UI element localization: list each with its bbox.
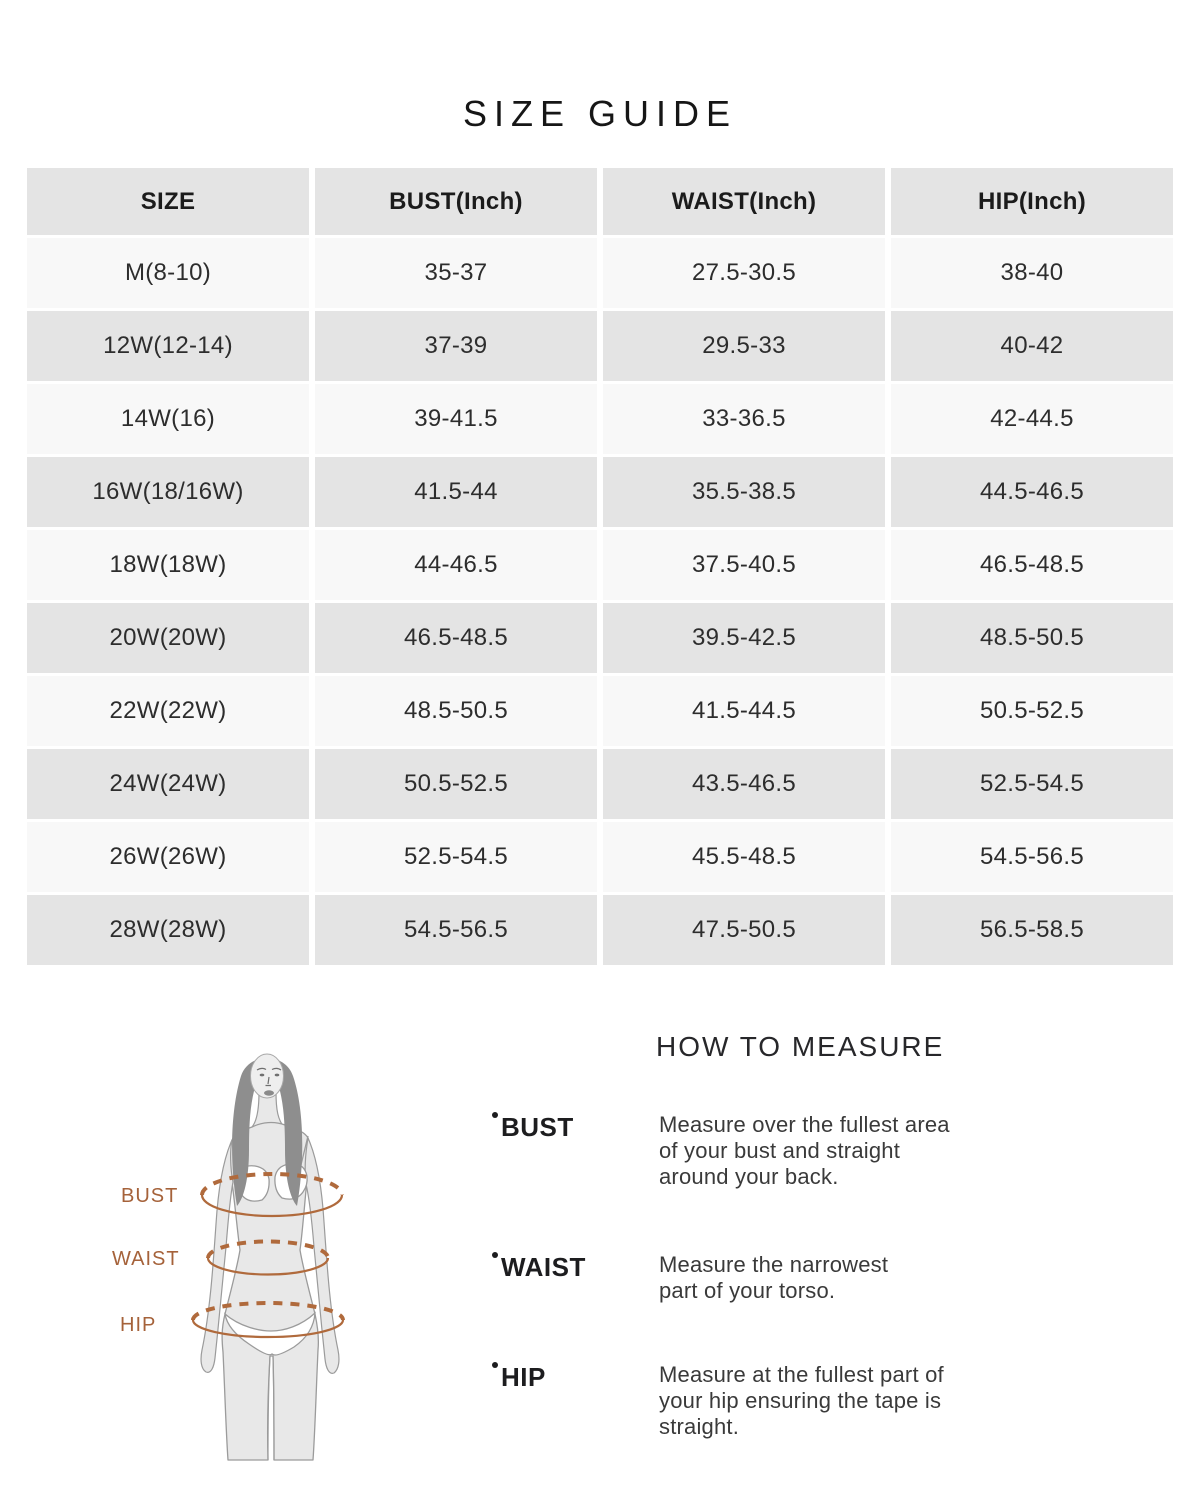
table-cell: 48.5-50.5 bbox=[315, 676, 597, 746]
table-cell: 52.5-54.5 bbox=[315, 822, 597, 892]
table-cell: 39.5-42.5 bbox=[603, 603, 885, 673]
measure-description-hip: Measure at the fullest part of your hip … bbox=[659, 1362, 944, 1439]
figure-right-arm bbox=[304, 1137, 340, 1374]
table-cell: 38-40 bbox=[891, 238, 1173, 308]
page-title: SIZE GUIDE bbox=[462, 93, 738, 134]
figure-label-bust: BUST bbox=[121, 1185, 179, 1207]
table-cell: 27.5-30.5 bbox=[603, 238, 885, 308]
table-cell: 26W(26W) bbox=[27, 822, 309, 892]
table-cell: 22W(22W) bbox=[27, 676, 309, 746]
table-cell: 40-42 bbox=[891, 311, 1173, 381]
waist-measure-ellipse bbox=[206, 1239, 330, 1276]
table-cell: 14W(16) bbox=[27, 384, 309, 454]
table-cell: 28W(28W) bbox=[27, 895, 309, 965]
bullet-dot-icon bbox=[492, 1362, 498, 1368]
bust-measure-ellipse bbox=[200, 1172, 344, 1218]
hip-measure-ellipse bbox=[191, 1301, 345, 1339]
measure-description-bust: Measure over the fullest area of your bu… bbox=[659, 1112, 950, 1189]
table-cell: 16W(18/16W) bbox=[27, 457, 309, 527]
table-cell: 35-37 bbox=[315, 238, 597, 308]
table-cell: 44-46.5 bbox=[315, 530, 597, 600]
measure-label-hip: HIP bbox=[492, 1362, 546, 1393]
table-cell: 35.5-38.5 bbox=[603, 457, 885, 527]
figure-left-arm bbox=[200, 1139, 234, 1373]
table-cell: 54.5-56.5 bbox=[891, 822, 1173, 892]
table-cell: 45.5-48.5 bbox=[603, 822, 885, 892]
measure-label-waist: WAIST bbox=[492, 1252, 586, 1283]
table-cell: 52.5-54.5 bbox=[891, 749, 1173, 819]
table-cell: 44.5-46.5 bbox=[891, 457, 1173, 527]
table-cell: 24W(24W) bbox=[27, 749, 309, 819]
table-cell: 43.5-46.5 bbox=[603, 749, 885, 819]
table-cell: 42-44.5 bbox=[891, 384, 1173, 454]
size-table: SIZE BUST(Inch) WAIST(Inch) HIP(Inch) M(8-10… bbox=[27, 168, 1173, 965]
table-cell: 20W(20W) bbox=[27, 603, 309, 673]
how-to-measure-heading: HOW TO MEASURE bbox=[656, 1031, 945, 1062]
table-cell: 29.5-33 bbox=[603, 311, 885, 381]
figure-label-waist: WAIST bbox=[112, 1248, 180, 1270]
header-cell: HIP(Inch) bbox=[891, 168, 1173, 235]
table-cell: 41.5-44 bbox=[315, 457, 597, 527]
header-cell: SIZE bbox=[27, 168, 309, 235]
figure-face bbox=[250, 1053, 284, 1099]
bullet-dot-icon bbox=[492, 1252, 498, 1258]
table-cell: 37-39 bbox=[315, 311, 597, 381]
body-measurement-figure bbox=[191, 1053, 345, 1461]
table-cell: 12W(12-14) bbox=[27, 311, 309, 381]
table-cell: 37.5-40.5 bbox=[603, 530, 885, 600]
bullet-dot-icon bbox=[492, 1112, 498, 1118]
table-cell: 56.5-58.5 bbox=[891, 895, 1173, 965]
measure-label-bust: BUST bbox=[492, 1112, 574, 1143]
header-cell: BUST(Inch) bbox=[315, 168, 597, 235]
table-cell: M(8-10) bbox=[27, 238, 309, 308]
table-cell: 46.5-48.5 bbox=[891, 530, 1173, 600]
figure-panties bbox=[224, 1311, 316, 1356]
table-cell: 41.5-44.5 bbox=[603, 676, 885, 746]
table-cell: 48.5-50.5 bbox=[891, 603, 1173, 673]
table-cell: 18W(18W) bbox=[27, 530, 309, 600]
measure-description-waist: Measure the narrowest part of your torso… bbox=[659, 1252, 889, 1303]
figure-label-hip: HIP bbox=[120, 1314, 157, 1336]
table-cell: 33-36.5 bbox=[603, 384, 885, 454]
table-cell: 46.5-48.5 bbox=[315, 603, 597, 673]
figure-hair bbox=[232, 1058, 303, 1206]
table-cell: 50.5-52.5 bbox=[315, 749, 597, 819]
figure-facial-features bbox=[256, 1067, 282, 1096]
table-cell: 47.5-50.5 bbox=[603, 895, 885, 965]
table-cell: 50.5-52.5 bbox=[891, 676, 1173, 746]
header-cell: WAIST(Inch) bbox=[603, 168, 885, 235]
table-cell: 54.5-56.5 bbox=[315, 895, 597, 965]
figure-leg-gap bbox=[267, 1355, 275, 1461]
table-cell: 39-41.5 bbox=[315, 384, 597, 454]
